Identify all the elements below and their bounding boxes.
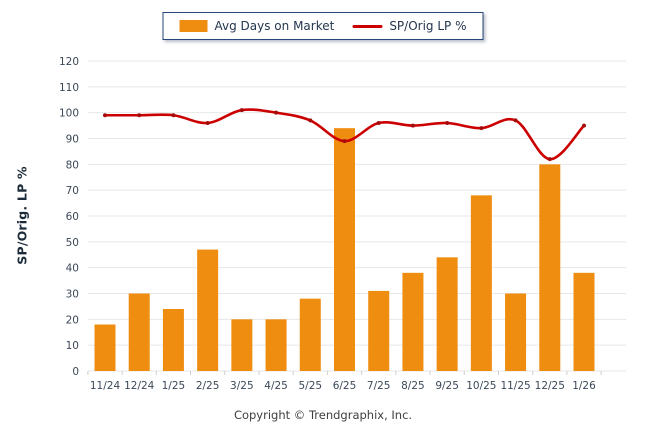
y-tick-label: 0 (72, 366, 79, 378)
line-marker (513, 118, 518, 123)
line-marker (205, 121, 210, 125)
bar (231, 319, 253, 371)
bar (128, 293, 150, 371)
line-marker (239, 108, 244, 113)
line-marker (376, 121, 381, 125)
x-tick-label: 1/26 (572, 380, 596, 392)
x-tick-label: 8/25 (401, 380, 425, 392)
legend-label: Avg Days on Market (214, 19, 335, 33)
y-tick-label: 40 (66, 263, 79, 275)
bar (573, 272, 595, 371)
line-marker (582, 123, 586, 128)
x-tick-label: 1/25 (162, 380, 186, 392)
bar (539, 164, 561, 371)
y-tick-label: 10 (66, 340, 79, 352)
chart-legend: Avg Days on Market SP/Orig LP % (162, 12, 484, 40)
y-tick-label: 20 (66, 314, 79, 326)
y-tick-label: 30 (66, 289, 79, 301)
y-tick-label: 50 (66, 237, 79, 249)
x-tick-label: 10/25 (466, 380, 496, 392)
y-tick-label: 80 (66, 159, 79, 171)
x-tick-label: 4/25 (264, 380, 288, 392)
x-tick-label: 3/25 (230, 380, 254, 392)
line-marker (274, 110, 279, 115)
legend-item-sp-orig-lp: SP/Orig LP % (352, 19, 467, 33)
y-tick-label: 110 (59, 82, 79, 94)
y-tick-label: 70 (66, 185, 79, 197)
bar (197, 249, 219, 371)
legend-label: SP/Orig LP % (389, 19, 467, 33)
x-tick-label: 9/25 (435, 380, 459, 392)
bar-swatch-icon (179, 20, 208, 32)
bar (436, 257, 458, 371)
line-marker (103, 113, 107, 118)
bar (470, 195, 492, 371)
x-tick-label: 2/25 (196, 380, 220, 392)
bar (368, 290, 390, 371)
line-marker (137, 113, 142, 118)
bar (505, 293, 527, 371)
x-tick-label: 7/25 (367, 380, 391, 392)
line-marker (479, 126, 484, 131)
bar (334, 128, 355, 371)
x-tick-label: 6/25 (333, 380, 357, 392)
y-tick-label: 120 (59, 56, 79, 68)
bar (162, 309, 184, 371)
y-tick-label: 90 (66, 134, 79, 146)
line-marker (171, 113, 176, 118)
x-tick-label: 11/24 (90, 380, 121, 392)
bar (299, 298, 321, 371)
copyright-text: Copyright © Trendgraphix, Inc. (233, 408, 413, 422)
line-marker (547, 157, 552, 162)
y-tick-label: 60 (66, 211, 79, 223)
y-tick-label: 100 (59, 108, 79, 120)
line-marker (410, 123, 415, 128)
y-axis-title: SP/Orig. LP % (14, 166, 30, 265)
x-tick-label: 5/25 (298, 380, 322, 392)
line-marker (445, 121, 450, 125)
legend-item-avg-days: Avg Days on Market (179, 19, 335, 33)
line-swatch-icon (352, 24, 383, 28)
line-marker (308, 118, 313, 123)
bar (94, 324, 116, 371)
bar (265, 319, 287, 371)
x-tick-label: 11/25 (500, 380, 530, 392)
x-tick-label: 12/25 (535, 380, 565, 392)
bar (402, 272, 424, 371)
x-tick-label: 12/24 (124, 380, 155, 392)
line-marker (342, 139, 347, 144)
